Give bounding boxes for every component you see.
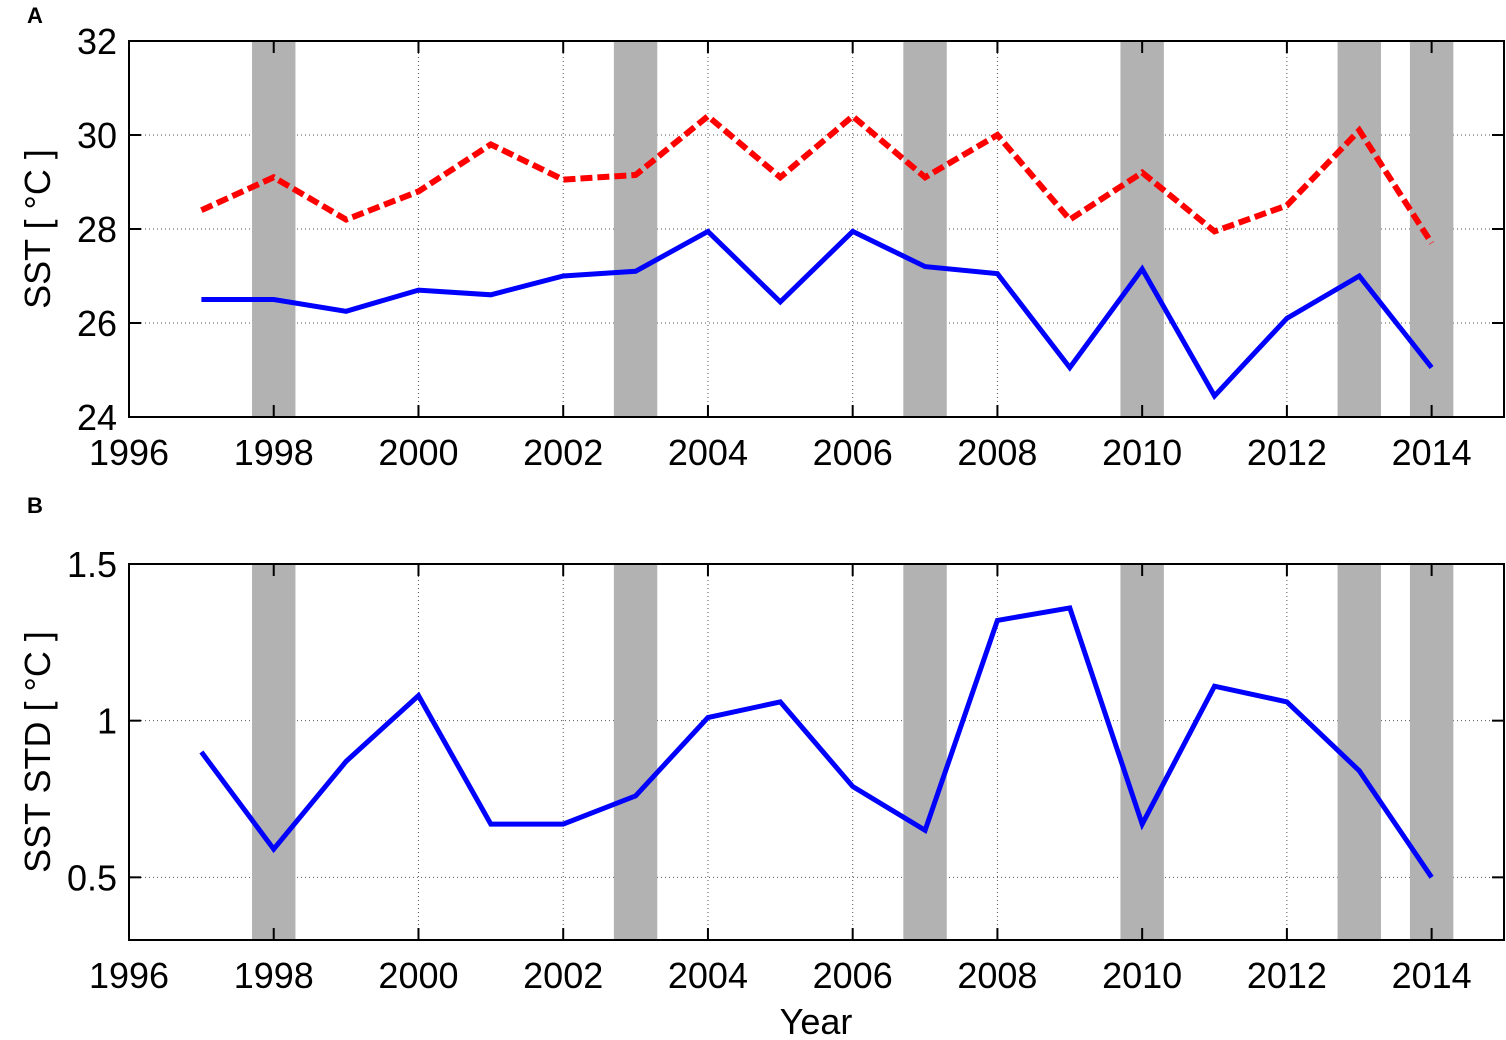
panel-b: 1996 1998 2000 2002 2004 2006 2008 2010 2012 2014… [67,544,1505,996]
data-series [200,112,1435,245]
shaded-band [1409,41,1454,417]
shaded-band [613,564,658,940]
x-tick-label: 1996 [89,432,169,473]
panel-b-label: B [27,493,43,518]
shaded-band [252,41,296,417]
shaded-band [903,41,947,417]
y-tick-label: 1 [97,701,117,742]
x-tick-label: 1998 [234,432,314,473]
x-tick-label: 2000 [378,955,458,996]
x-tick-label: 2008 [957,955,1037,996]
x-tick-label: 2002 [523,955,603,996]
shaded-band [1120,564,1164,940]
y-tick-label: 28 [77,209,117,250]
data-series [201,228,1434,401]
y-tick-label: 32 [77,21,117,62]
x-tick-label: 2006 [813,432,893,473]
plot-frame [128,563,1505,941]
x-tick-label: 1998 [234,955,314,996]
x-tick-label: 2010 [1102,955,1182,996]
x-tick-label: 2012 [1247,432,1327,473]
x-tick-label: 2000 [378,432,458,473]
data-series [199,605,1434,879]
x-tick-label: 2002 [523,432,603,473]
x-tick-label: 1996 [89,955,169,996]
panel-a: 1996 1998 2000 2002 2004 2006 2008 2010 2012 2014… [77,21,1505,473]
panel-a-label: A [27,3,43,28]
shaded-band [1409,564,1454,940]
panel-a-ylabel: SST [ °C ] [17,149,58,309]
x-tick-label: 2004 [668,432,748,473]
x-tick-label: 2012 [1247,955,1327,996]
shaded-band [613,41,658,417]
shaded-band [1337,41,1381,417]
shaded-band [252,564,296,940]
y-tick-label: 24 [77,397,117,438]
x-tick-label: 2004 [668,955,748,996]
x-tick-label: 2006 [813,955,893,996]
shaded-band [1120,41,1164,417]
y-tick-label: 30 [77,115,117,156]
shaded-band [1337,564,1381,940]
y-tick-label: 26 [77,303,117,344]
x-tick-label: 2010 [1102,432,1182,473]
y-tick-label: 0.5 [67,857,117,898]
shaded-band [903,564,947,940]
panel-b-xlabel: Year [780,1001,853,1040]
x-tick-label: 2014 [1392,955,1472,996]
y-tick-label: 1.5 [67,544,117,585]
x-tick-label: 2008 [957,432,1037,473]
panel-b-ylabel: SST STD [ °C ] [17,631,58,873]
x-tick-label: 2014 [1392,432,1472,473]
